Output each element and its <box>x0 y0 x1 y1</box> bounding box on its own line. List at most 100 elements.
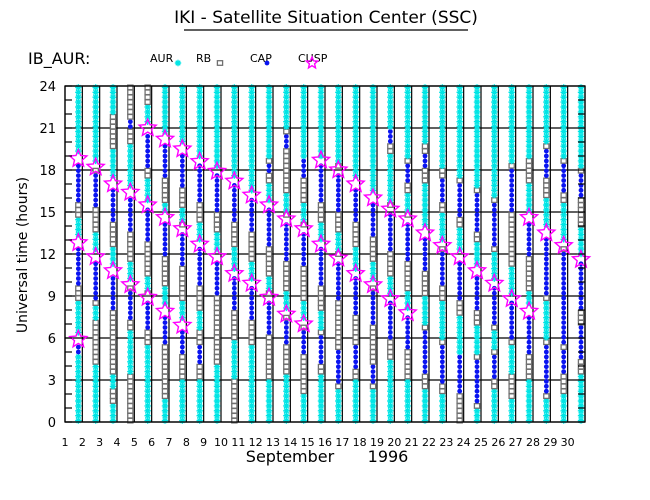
cap-point <box>491 359 497 365</box>
aur-point <box>161 84 169 91</box>
rb-point <box>560 388 567 395</box>
aur-point <box>491 103 498 111</box>
day-column-21 <box>414 84 436 424</box>
rb-point <box>127 138 134 145</box>
cap-point <box>578 187 584 193</box>
aur-point <box>352 103 359 111</box>
cap-point <box>93 187 99 193</box>
cap-point <box>214 261 220 267</box>
aur-point <box>456 84 463 91</box>
rb-point <box>196 334 203 341</box>
rb-point <box>265 334 273 341</box>
cap-point <box>127 222 133 228</box>
aur-point <box>421 407 429 414</box>
rb-point <box>248 251 255 257</box>
aur-point <box>109 383 117 390</box>
aur-point <box>369 98 377 106</box>
cap-point <box>127 197 133 203</box>
aur-point <box>75 103 82 111</box>
rb-point <box>283 363 290 370</box>
aur-point <box>248 275 255 282</box>
rb-point <box>456 304 463 311</box>
aur-point <box>508 89 515 96</box>
y-tick-label: 6 <box>48 332 56 347</box>
rb-point <box>213 295 221 302</box>
cap-point <box>179 334 185 340</box>
aur-point <box>508 343 515 351</box>
cap-point <box>335 178 341 183</box>
cap-point <box>353 310 359 316</box>
aur-point <box>248 407 255 414</box>
aur-point <box>404 378 411 385</box>
aur-point <box>543 329 550 336</box>
aur-point <box>473 334 481 341</box>
aur-point <box>439 221 446 228</box>
rb-point <box>525 280 533 287</box>
rb-point <box>144 270 151 277</box>
aur-point <box>525 94 533 101</box>
aur-point <box>161 397 169 405</box>
aur-point <box>421 84 429 91</box>
rb-point <box>508 388 515 395</box>
cap-point <box>439 192 445 198</box>
cap-point <box>543 148 549 154</box>
cap-point <box>457 290 463 296</box>
aur-point <box>456 108 463 116</box>
aur-point <box>179 407 186 414</box>
aur-point <box>369 108 377 116</box>
y-tick-label: 18 <box>39 164 56 179</box>
aur-point <box>456 162 463 169</box>
aur-point <box>352 265 359 272</box>
aur-point <box>144 280 151 287</box>
cap-point <box>127 305 133 311</box>
rb-point <box>387 339 394 346</box>
cap-point <box>301 344 307 350</box>
rb-point <box>421 373 429 380</box>
aur-point <box>92 157 99 165</box>
cap-point <box>335 359 341 365</box>
cap-point <box>491 354 497 360</box>
cap-point <box>578 305 584 311</box>
aur-point <box>508 358 515 365</box>
cap-point <box>561 295 567 301</box>
aur-point <box>439 123 446 130</box>
aur-point <box>283 123 290 130</box>
aur-point <box>387 358 394 365</box>
rb-point <box>144 89 151 96</box>
aur-point <box>525 182 533 189</box>
cap-point <box>439 374 445 379</box>
day-column-6 <box>154 84 176 424</box>
cap-point <box>353 197 359 203</box>
cap-point <box>266 212 272 218</box>
rb-point <box>577 358 585 365</box>
rb-point <box>161 187 169 194</box>
cusp-point <box>484 272 505 293</box>
aur-point <box>92 417 99 424</box>
aur-point <box>75 89 82 96</box>
cap-point <box>162 153 168 159</box>
cap-point <box>318 354 324 360</box>
aur-point <box>439 314 446 321</box>
aur-point <box>283 299 290 307</box>
cap-point <box>491 285 497 291</box>
aur-point <box>387 392 394 400</box>
rb-point <box>161 358 169 365</box>
aur-point <box>179 133 186 140</box>
rb-point <box>421 270 429 277</box>
rb-point <box>109 398 117 404</box>
aur-point <box>543 216 550 223</box>
aur-point <box>75 94 82 101</box>
rb-point <box>335 221 342 228</box>
rb-point <box>179 270 186 277</box>
aur-point <box>335 138 342 145</box>
aur-point <box>213 162 221 169</box>
rb-point <box>473 236 481 243</box>
aur-point <box>560 392 567 400</box>
aur-point <box>248 172 255 179</box>
x-tick-label: 28 <box>526 436 540 449</box>
rb-point <box>265 177 273 184</box>
cap-point <box>179 241 185 247</box>
aur-point <box>196 324 203 331</box>
rb-point <box>352 221 359 228</box>
rb-point <box>404 368 411 375</box>
